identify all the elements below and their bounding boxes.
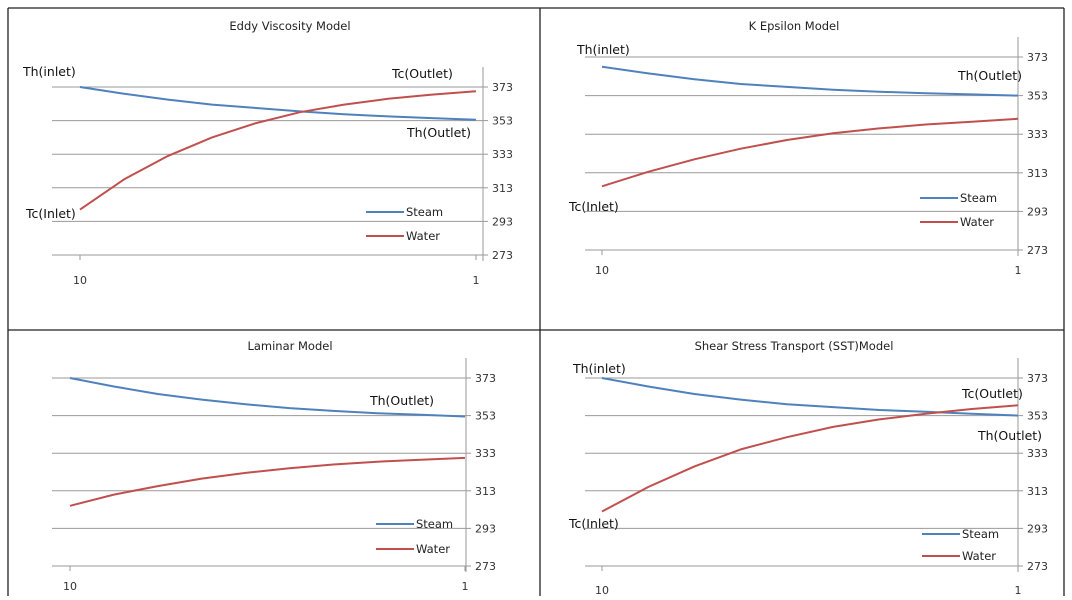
annotation-label: Th(Outlet) <box>369 393 434 408</box>
chart-title: Shear Stress Transport (SST)Model <box>695 339 894 353</box>
y-tick-label: 273 <box>1027 244 1048 257</box>
annotation-label: Th(inlet) <box>22 64 76 79</box>
x-tick-label: 10 <box>595 584 609 596</box>
y-tick-label: 353 <box>1027 410 1048 423</box>
annotation-label: Th(Outlet) <box>977 428 1042 443</box>
y-tick-label: 313 <box>1027 485 1048 498</box>
legend-label-steam: Steam <box>406 205 443 219</box>
y-tick-label: 273 <box>1027 560 1048 573</box>
x-tick-label: 10 <box>595 264 609 277</box>
series-line-water <box>601 404 1019 513</box>
x-tick-label: 1 <box>462 580 469 593</box>
chart-title: Laminar Model <box>247 339 332 353</box>
y-tick-label: 293 <box>475 522 496 535</box>
legend-label-water: Water <box>960 215 994 229</box>
chart-panel-2: K Epsilon Model 373 353 333 313 293 273 10 1 Stea… <box>568 19 1048 277</box>
y-tick-label: 373 <box>475 372 496 385</box>
legend-label-water: Water <box>416 542 450 556</box>
x-tick-label: 1 <box>1015 584 1022 596</box>
chart-title: K Epsilon Model <box>749 19 840 33</box>
annotation-label: Th(Outlet) <box>957 68 1022 83</box>
series-line-water <box>79 90 477 211</box>
y-tick-label: 293 <box>1027 205 1048 218</box>
legend-label-water: Water <box>406 229 440 243</box>
chart-panel-3: Laminar Model 373 353 333 313 293 273 10 1 Steam W… <box>52 339 496 593</box>
y-tick-label: 333 <box>492 148 513 161</box>
annotation-label: Tc(Outlet) <box>961 386 1023 401</box>
y-tick-label: 273 <box>475 560 496 573</box>
x-tick-label: 10 <box>63 580 77 593</box>
y-tick-label: 353 <box>475 410 496 423</box>
x-tick-label: 10 <box>73 274 87 287</box>
series-line-steam <box>69 377 466 418</box>
series-line-steam <box>79 86 477 121</box>
annotation-label: Tc(Inlet) <box>568 199 619 214</box>
y-tick-label: 353 <box>1027 90 1048 103</box>
y-tick-label: 313 <box>492 182 513 195</box>
series-line-water <box>601 117 1019 188</box>
series-line-water <box>69 456 466 507</box>
x-tick-label: 1 <box>473 274 480 287</box>
panel-frame <box>7 7 1065 596</box>
y-tick-label: 373 <box>492 81 513 94</box>
y-tick-label: 373 <box>1027 372 1048 385</box>
y-tick-label: 293 <box>1027 522 1048 535</box>
chart-panel-4: Shear Stress Transport (SST)Model 373 353 3… <box>568 339 1048 597</box>
y-tick-label: 313 <box>475 485 496 498</box>
legend-label-steam: Steam <box>416 517 453 531</box>
annotation-label: Tc(Outlet) <box>391 66 453 81</box>
y-tick-label: 293 <box>492 215 513 228</box>
y-tick-label: 353 <box>492 115 513 128</box>
x-tick-label: 1 <box>1015 264 1022 277</box>
y-tick-label: 333 <box>1027 128 1048 141</box>
legend-label-steam: Steam <box>962 527 999 541</box>
annotation-label: Tc(Inlet) <box>568 516 619 531</box>
series-line-steam <box>601 377 1019 417</box>
chart-panel-1: Eddy Viscosity Model 373 353 333 313 293 273 10… <box>22 19 513 287</box>
annotation-label: Th(inlet) <box>576 42 630 57</box>
y-tick-label: 333 <box>475 447 496 460</box>
y-tick-label: 373 <box>1027 51 1048 64</box>
legend-label-steam: Steam <box>960 191 997 205</box>
y-tick-label: 313 <box>1027 167 1048 180</box>
y-tick-label: 333 <box>1027 447 1048 460</box>
chart-title: Eddy Viscosity Model <box>229 19 350 33</box>
annotation-label: Th(inlet) <box>572 361 626 376</box>
annotation-label: Tc(Inlet) <box>25 206 76 221</box>
series-line-steam <box>601 65 1019 97</box>
legend-label-water: Water <box>962 549 996 563</box>
y-tick-label: 273 <box>492 249 513 262</box>
annotation-label: Th(Outlet) <box>406 125 471 140</box>
